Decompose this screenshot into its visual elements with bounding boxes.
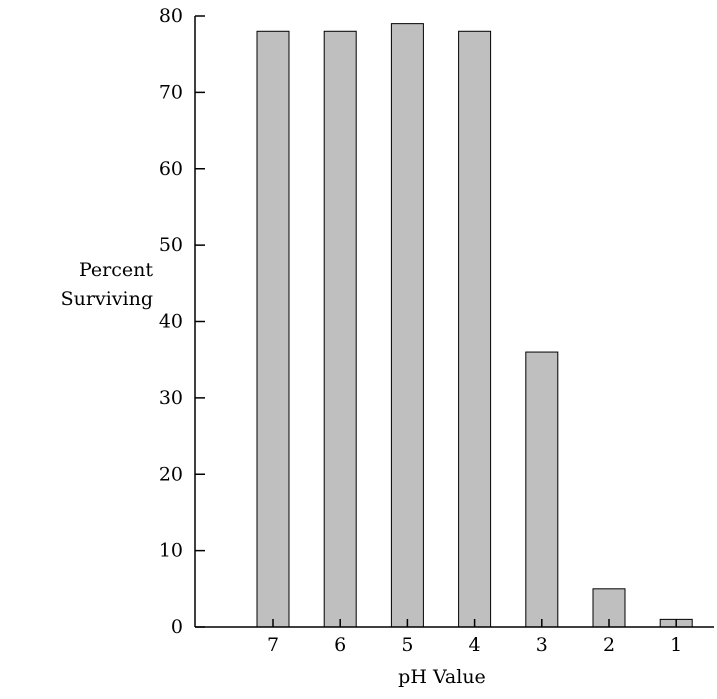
y-tick-label: 30: [159, 387, 183, 409]
y-axis-title-line-1: Percent: [79, 259, 153, 281]
y-axis-ticks: 0 10 20 30 40 50 60 70 80: [159, 5, 205, 638]
y-tick-label: 50: [159, 234, 183, 256]
bar: [458, 30, 492, 628]
y-tick-label: 10: [159, 540, 183, 562]
x-axis-title: pH Value: [398, 666, 486, 688]
y-tick-label: 80: [159, 5, 183, 27]
y-tick-label: 60: [159, 158, 183, 180]
y-axis-title-line-2: Surviving: [61, 288, 153, 310]
x-tick-label: 6: [334, 634, 346, 656]
y-tick-label: 40: [159, 311, 183, 333]
bars: [256, 23, 693, 628]
x-tick-label: 1: [670, 634, 682, 656]
x-axis-ticks: 7 6 5 4 3 2 1: [267, 619, 682, 656]
bar: [323, 30, 357, 628]
x-tick-label: 7: [267, 634, 279, 656]
bar: [390, 23, 424, 628]
y-tick-label: 0: [171, 616, 183, 638]
y-tick-label: 70: [159, 81, 183, 103]
x-tick-label: 3: [536, 634, 548, 656]
x-tick-label: 2: [603, 634, 615, 656]
x-tick-label: 5: [401, 634, 413, 656]
x-tick-label: 4: [469, 634, 481, 656]
y-tick-label: 20: [159, 463, 183, 485]
bar: [525, 351, 559, 628]
bar: [256, 30, 290, 628]
